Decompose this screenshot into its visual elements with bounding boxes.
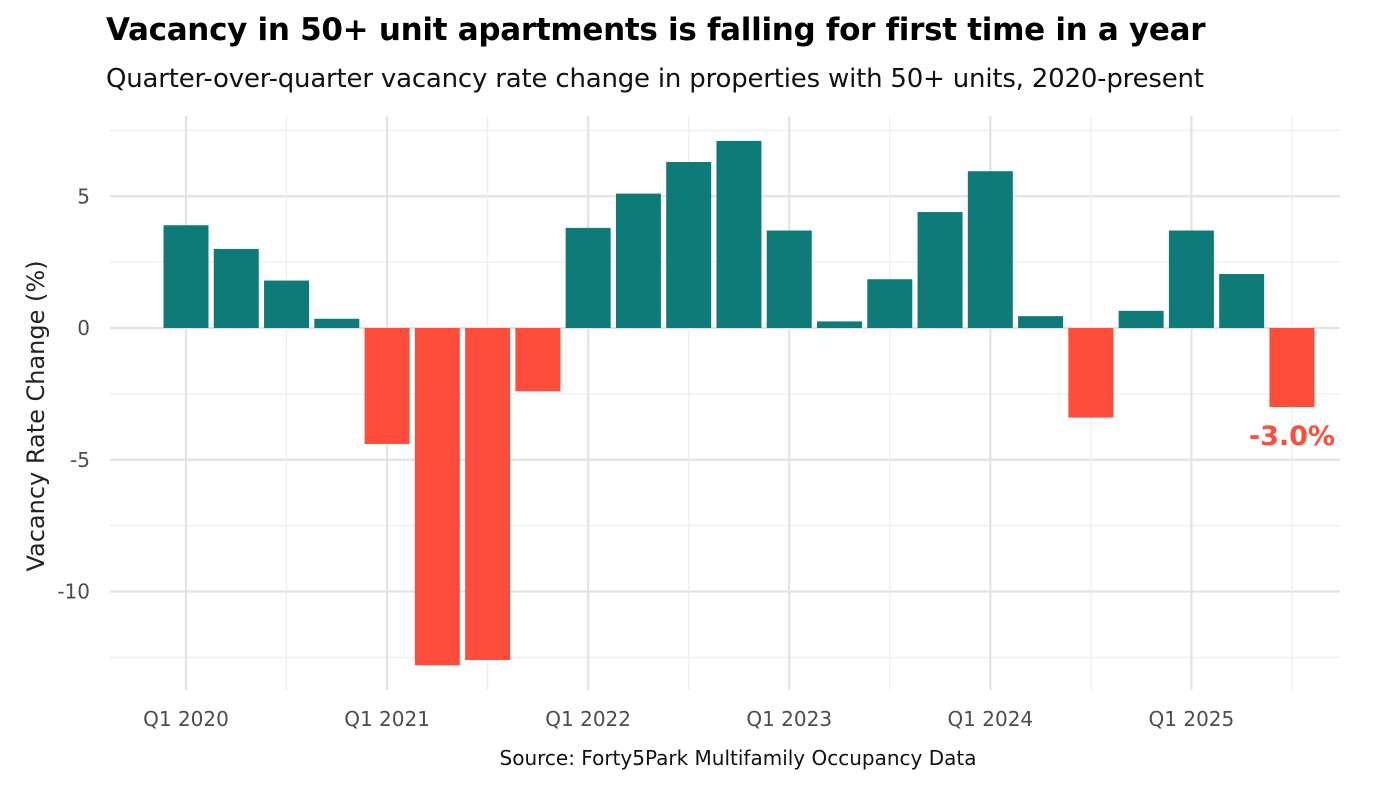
x-tick-label: Q1 2024 — [947, 707, 1033, 731]
bar-q1-2024 — [967, 171, 1013, 328]
bar-q4-2020 — [314, 318, 360, 328]
bar-q2-2025 — [1219, 273, 1265, 328]
bar-annotation-label: -3.0% — [1249, 421, 1335, 452]
bar-layer — [163, 140, 1315, 666]
bar-q1-2021 — [364, 328, 410, 444]
bar-q1-2023 — [766, 230, 812, 328]
bar-q4-2023 — [917, 212, 963, 328]
bar-q2-2020 — [213, 248, 259, 328]
x-tick-label: Q1 2023 — [746, 707, 832, 731]
bar-q3-2023 — [867, 279, 913, 328]
bar-q4-2024 — [1118, 310, 1164, 328]
grid-layer — [110, 116, 1340, 690]
label-layer: 5 0 -5 -10 Q1 2020 Q1 2021 Q1 2022 Q1 2023 Q1 20… — [57, 184, 1335, 731]
bar-q1-2020 — [163, 225, 209, 328]
y-tick-label: -5 — [70, 448, 90, 472]
bar-q2-2024 — [1018, 316, 1064, 328]
bar-q3-2022 — [666, 161, 712, 328]
x-tick-label: Q1 2020 — [143, 707, 229, 731]
x-tick-label: Q1 2022 — [545, 707, 631, 731]
bar-q2-2023 — [817, 321, 863, 328]
bar-q2-2022 — [615, 193, 661, 328]
bar-q3-2021 — [465, 328, 511, 661]
bar-q4-2022 — [716, 140, 762, 328]
chart-title: Vacancy in 50+ unit apartments is fallin… — [106, 12, 1206, 48]
bar-q3-2020 — [264, 280, 310, 328]
bar-q3-2025 — [1269, 328, 1315, 408]
x-tick-label: Q1 2025 — [1149, 707, 1235, 731]
chart-subtitle: Quarter-over-quarter vacancy rate change… — [106, 64, 1204, 94]
x-tick-label: Q1 2021 — [344, 707, 430, 731]
chart-caption: Source: Forty5Park Multifamily Occupancy… — [499, 746, 977, 770]
bar-q3-2024 — [1068, 328, 1114, 418]
bar-q1-2022 — [565, 227, 611, 328]
bar-q2-2021 — [414, 328, 460, 666]
y-tick-label: 0 — [77, 316, 90, 340]
bar-q4-2021 — [515, 328, 561, 392]
bar-q1-2025 — [1168, 230, 1214, 328]
y-tick-label: -10 — [57, 580, 90, 604]
y-tick-label: 5 — [77, 184, 90, 208]
